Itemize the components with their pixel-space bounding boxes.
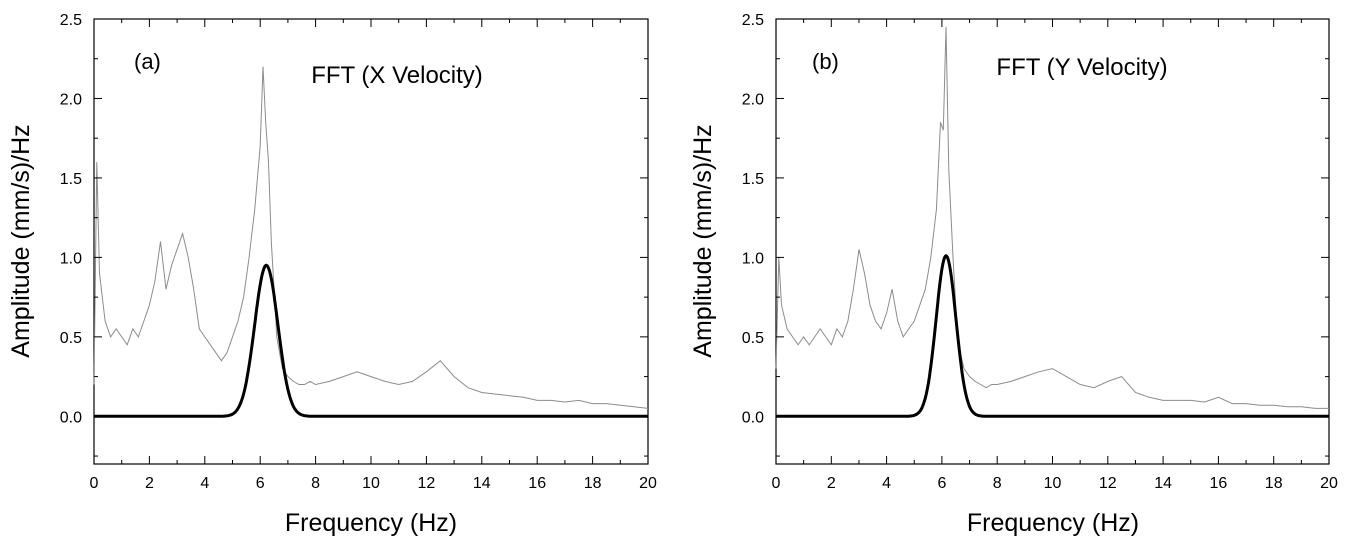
fft-spectrum-line (93, 66, 649, 409)
x-tick-label: 12 (418, 475, 436, 492)
x-tick-label: 4 (882, 475, 891, 492)
y-tick-label: 1.5 (60, 171, 82, 188)
y-tick-label: 1.0 (60, 250, 82, 267)
x-tick-label: 0 (772, 475, 781, 492)
gaussian-fit-line (776, 254, 1329, 418)
fft-spectrum-series (775, 26, 1329, 409)
gaussian-fit-line (94, 263, 648, 418)
y-tick-label: 2.5 (742, 12, 764, 29)
x-tick-label: 20 (639, 475, 657, 492)
x-tick-label: 18 (1265, 475, 1283, 492)
y-tick-label: 1.0 (742, 250, 764, 267)
gaussian-fit-series (94, 263, 648, 418)
x-tick-label: 6 (937, 475, 946, 492)
x-axis-label: Frequency (Hz) (285, 509, 457, 537)
axis-ticks: 0 2 4 6 8 10 12 14 16 18 20 0.0 0.5 1.0 1.5 2.0 2.5 (742, 12, 1338, 492)
y-tick-label: 0.5 (742, 330, 764, 347)
x-tick-label: 8 (311, 475, 320, 492)
x-tick-label: 0 (90, 475, 99, 492)
y-axis-label: Amplitude (mm/s)/Hz (7, 124, 35, 357)
y-tick-label: 0.0 (742, 409, 764, 426)
gaussian-fit-series (776, 254, 1329, 418)
x-tick-label: 14 (473, 475, 491, 492)
x-axis-label: Frequency (Hz) (967, 509, 1139, 537)
y-tick-label: 2.5 (60, 12, 82, 29)
chart-panel-a: 0 2 4 6 8 10 12 14 16 18 200.00.51.01.52.02.5 (a) … (7, 12, 657, 537)
x-tick-label: 2 (827, 475, 836, 492)
x-tick-label: 12 (1099, 475, 1117, 492)
x-tick-label: 16 (528, 475, 546, 492)
x-tick-label: 18 (584, 475, 602, 492)
x-tick-label: 6 (256, 475, 265, 492)
chart-panel-b: 0 2 4 6 8 10 12 14 16 18 200.00.51.01.52.02.5 (b) … (689, 12, 1338, 537)
x-tick-label: 2 (145, 475, 154, 492)
y-axis-label: Amplitude (mm/s)/Hz (689, 124, 717, 357)
plot-frame (775, 18, 1330, 465)
fft-spectrum-line (775, 26, 1329, 409)
y-tick-label: 0.0 (60, 409, 82, 426)
y-tick-label: 1.5 (742, 171, 764, 188)
chart-title: FFT (Y Velocity) (996, 54, 1167, 81)
x-tick-label: 20 (1320, 475, 1338, 492)
x-tick-label: 8 (993, 475, 1002, 492)
y-tick-label: 0.5 (60, 330, 82, 347)
x-tick-label: 4 (200, 475, 209, 492)
fft-spectrum-series (93, 66, 649, 409)
y-tick-label: 2.0 (60, 91, 82, 108)
chart-title: FFT (X Velocity) (311, 62, 483, 89)
panel-label: (a) (134, 49, 161, 74)
x-tick-label: 10 (1044, 475, 1062, 492)
axis-ticks: 0 2 4 6 8 10 12 14 16 18 20 0.0 0.5 1.0 1.5 2.0 2.5 (60, 12, 657, 492)
x-tick-label: 14 (1154, 475, 1172, 492)
x-tick-label: 10 (362, 475, 380, 492)
x-tick-label: 16 (1210, 475, 1228, 492)
panel-label: (b) (812, 49, 839, 74)
y-tick-label: 2.0 (742, 91, 764, 108)
